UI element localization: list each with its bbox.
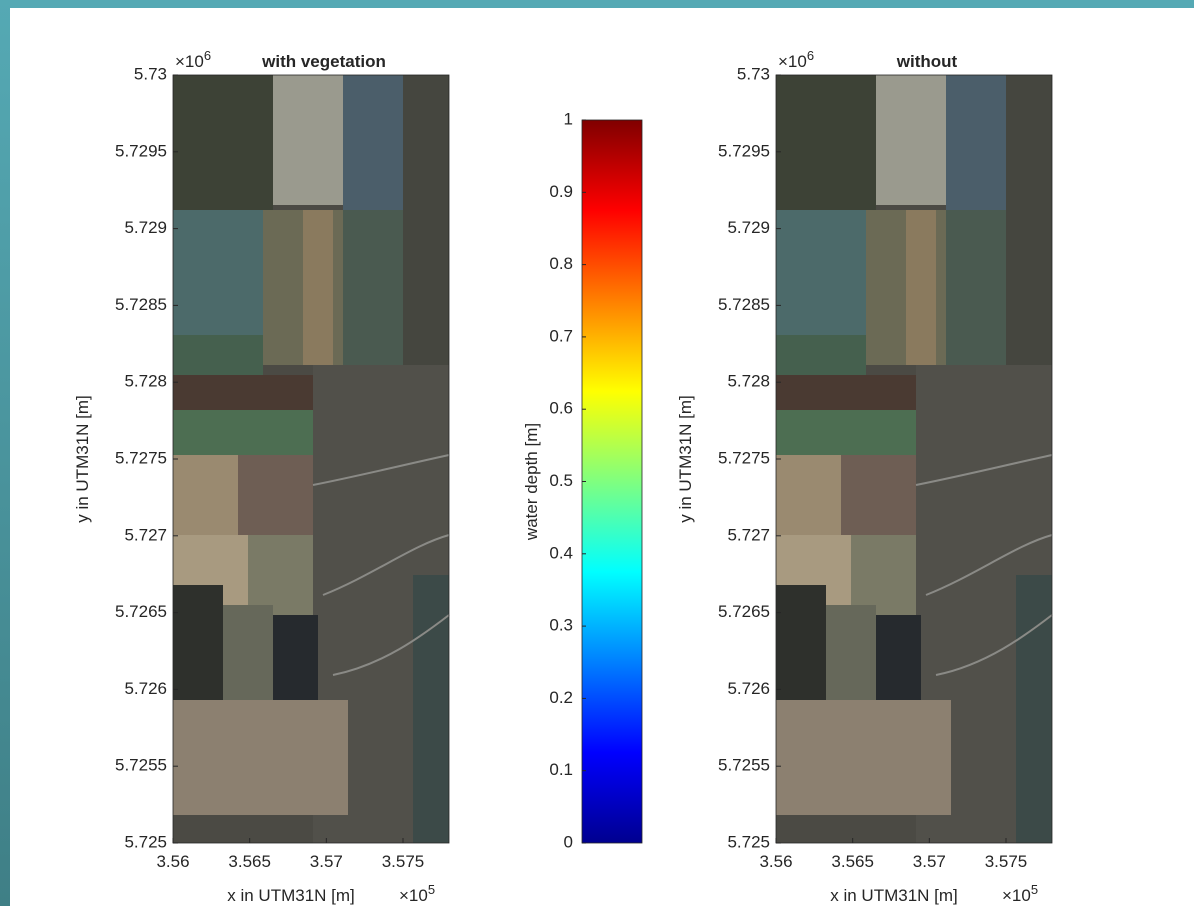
aerial-image: [173, 75, 449, 843]
colorbar-tick-label: 0.4: [549, 543, 573, 562]
colorbar: [582, 120, 642, 843]
x-axis-label: x in UTM31N [m]: [830, 886, 958, 905]
colorbar-tick-label: 0.6: [549, 399, 573, 418]
y-tick-label: 5.728: [124, 372, 167, 391]
y-axis-label: y in UTM31N [m]: [676, 395, 695, 523]
y-tick-label: 5.7275: [115, 448, 167, 467]
exponent-base: ×10: [1002, 886, 1031, 905]
x-tick-label: 3.57: [913, 852, 946, 871]
y-tick-label: 5.725: [727, 832, 770, 851]
y-tick-label: 5.7265: [115, 602, 167, 621]
y-axis-label: y in UTM31N [m]: [73, 395, 92, 523]
exponent-power: 5: [1031, 882, 1038, 897]
y-tick-label: 5.7255: [718, 756, 770, 775]
x-tick-label: 3.565: [831, 852, 874, 871]
colorbar-tick-label: 0.9: [549, 182, 573, 201]
exponent-power: 5: [428, 882, 435, 897]
y-tick-label: 5.7255: [115, 756, 167, 775]
colorbar-tick-label: 0: [564, 832, 573, 851]
colorbar-tick-label: 0.1: [549, 760, 573, 779]
y-tick-label: 5.7285: [115, 295, 167, 314]
y-tick-label: 5.727: [124, 525, 167, 544]
x-tick-label: 3.575: [985, 852, 1028, 871]
colorbar-tick-label: 1: [564, 109, 573, 128]
colorbar-tick-label: 0.7: [549, 326, 573, 345]
colorbar-tick-label: 0.2: [549, 688, 573, 707]
y-tick-label: 5.729: [124, 218, 167, 237]
x-tick-label: 3.565: [228, 852, 271, 871]
x-axis-label: x in UTM31N [m]: [227, 886, 355, 905]
chart-title: without: [896, 52, 958, 71]
y-tick-label: 5.7275: [718, 448, 770, 467]
exponent-power: 6: [204, 48, 211, 63]
x-tick-label: 3.57: [310, 852, 343, 871]
exponent-base: ×10: [399, 886, 428, 905]
y-tick-label: 5.7265: [718, 602, 770, 621]
y-tick-label: 5.728: [727, 372, 770, 391]
colorbar-tick-label: 0.8: [549, 254, 573, 273]
y-tick-label: 5.726: [727, 679, 770, 698]
x-tick-label: 3.575: [382, 852, 425, 871]
colorbar-label: water depth [m]: [522, 423, 541, 541]
exponent-base: ×10: [175, 52, 204, 71]
y-tick-label: 5.726: [124, 679, 167, 698]
page: 5.7255.72555.7265.72655.7275.72755.7285.…: [0, 0, 1194, 906]
figure: 5.7255.72555.7265.72655.7275.72755.7285.…: [0, 0, 1194, 906]
colorbar-tick-label: 0.3: [549, 616, 573, 635]
exponent-base: ×10: [778, 52, 807, 71]
y-tick-label: 5.7295: [718, 141, 770, 160]
aerial-image: [776, 75, 1052, 843]
colorbar-tick-label: 0.5: [549, 471, 573, 490]
exponent-power: 6: [807, 48, 814, 63]
chart-title: with vegetation: [261, 52, 386, 71]
y-tick-label: 5.725: [124, 832, 167, 851]
y-tick-label: 5.729: [727, 218, 770, 237]
y-tick-label: 5.727: [727, 525, 770, 544]
y-tick-label: 5.7285: [718, 295, 770, 314]
y-tick-label: 5.73: [134, 64, 167, 83]
x-tick-label: 3.56: [759, 852, 792, 871]
y-tick-label: 5.73: [737, 64, 770, 83]
x-tick-label: 3.56: [156, 852, 189, 871]
y-tick-label: 5.7295: [115, 141, 167, 160]
